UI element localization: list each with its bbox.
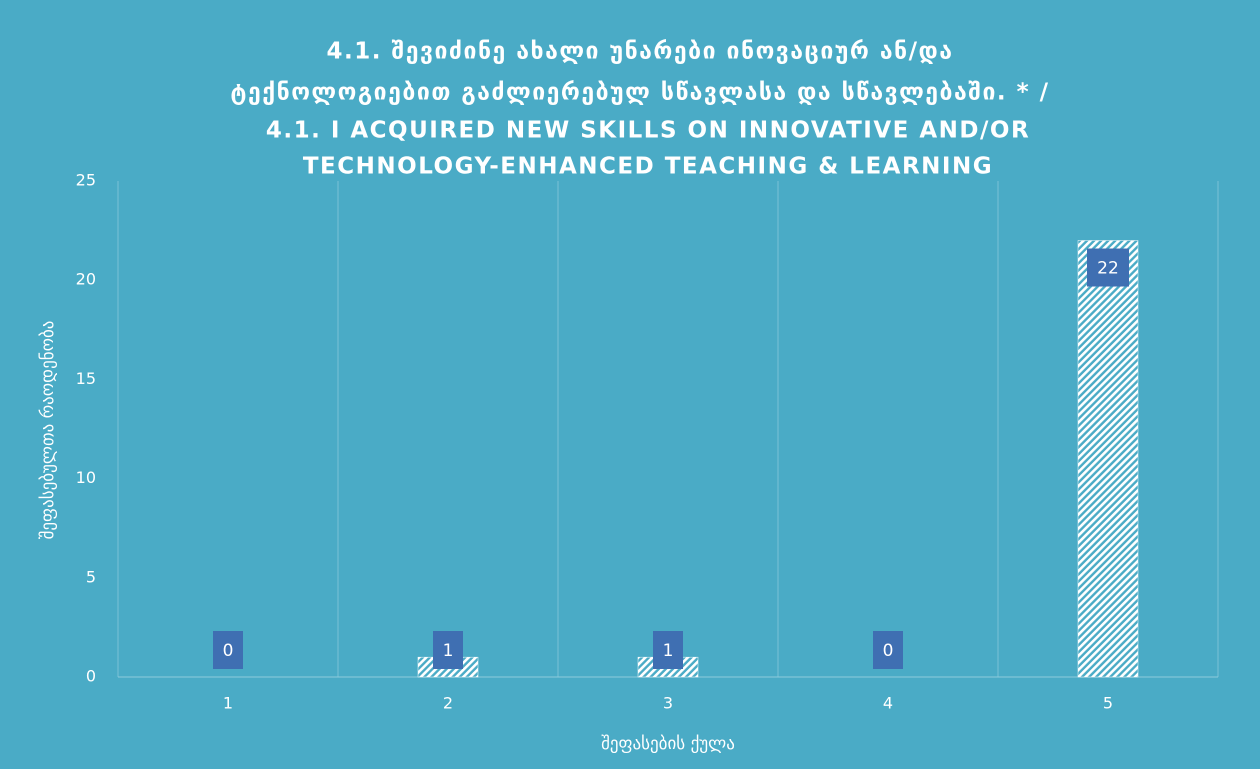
chart-title: TECHNOLOGY-ENHANCED TEACHING & LEARNING [303,154,993,180]
data-label-box [1087,248,1129,287]
y-axis-label: შეფასებულთა რაოდენობა [38,321,58,540]
chart-title: ტექნოლოგიებით გაძლიერებულ სწავლასა და სწ… [230,80,1049,106]
chart-title: 4.1. I ACQUIRED NEW SKILLS ON INNOVATIVE… [266,118,1030,144]
x-tick-label: 3 [663,694,673,713]
data-label-box [433,631,463,669]
y-tick-label: 0 [86,667,96,686]
y-tick-label: 20 [76,270,96,289]
data-label: 0 [883,641,894,661]
data-label-box [873,631,903,669]
y-tick-label: 15 [76,369,96,388]
data-label: 1 [663,641,674,661]
x-axis-label: შეფასების ქულა [601,734,735,754]
data-label: 1 [443,641,454,661]
data-label-box [653,631,683,669]
chart-title: 4.1. შევიძინე ახალი უნარები ინოვაციურ ან… [327,39,954,65]
data-label: 0 [223,641,234,661]
x-tick-label: 2 [443,694,453,713]
x-tick-label: 4 [883,694,893,713]
y-tick-label: 25 [76,171,96,190]
y-tick-label: 5 [86,567,96,586]
bar [1077,240,1139,678]
y-tick-label: 10 [76,468,96,487]
data-label: 22 [1097,259,1119,279]
data-label-box [213,631,243,669]
x-tick-label: 1 [223,694,233,713]
x-tick-label: 5 [1103,694,1113,713]
